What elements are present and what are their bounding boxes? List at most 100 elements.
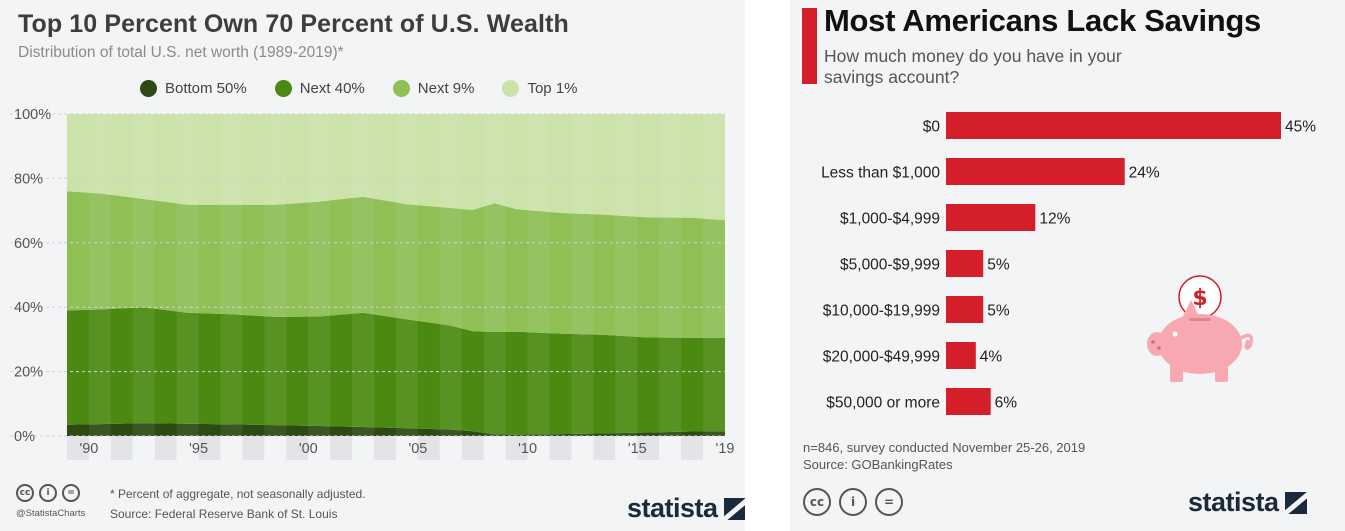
x-axis-band xyxy=(154,436,177,460)
statista-logo-text: statista xyxy=(1188,487,1279,517)
category-label: $1,000-$4,999 xyxy=(840,211,940,228)
savings-bar xyxy=(946,250,984,277)
x-axis-band xyxy=(461,436,484,460)
x-tick-label: '90 xyxy=(79,441,98,457)
attribution-icon: i xyxy=(39,484,57,502)
survey-note: n=846, survey conducted November 25-26, … xyxy=(803,440,1086,455)
attribution-icon: i xyxy=(839,488,867,516)
x-axis-band xyxy=(637,436,660,460)
legend-label: Next 9% xyxy=(417,80,475,97)
license-icons: cc i = xyxy=(803,488,903,516)
savings-bar-chart: $0 45% Less than $1,000 24% $1,000-$4,999 12%… xyxy=(821,112,1316,415)
cc-icon: cc xyxy=(16,484,34,502)
value-label: 5% xyxy=(987,303,1010,320)
x-axis-band xyxy=(264,436,287,460)
x-tick-label: '05 xyxy=(408,441,427,457)
chart-source: Source: GOBankingRates xyxy=(803,457,953,472)
legend-item-bottom-50: Bottom 50% xyxy=(140,80,247,97)
year-stripe xyxy=(352,114,375,436)
savings-chart-title: Most Americans Lack Savings xyxy=(824,3,1261,38)
year-stripe xyxy=(132,114,155,436)
legend-swatch xyxy=(274,80,292,97)
area-series-3 xyxy=(67,191,725,338)
no-derivatives-icon: = xyxy=(875,488,903,516)
x-axis-band xyxy=(132,436,155,460)
year-stripe xyxy=(483,114,506,436)
statista-logo: statista xyxy=(1188,487,1307,518)
x-axis-band xyxy=(571,436,594,460)
area-series-1 xyxy=(67,423,725,436)
category-label: $10,000-$19,999 xyxy=(823,303,940,320)
savings-bar xyxy=(946,158,1125,185)
legend-swatch xyxy=(502,80,520,97)
svg-text:$: $ xyxy=(1192,286,1207,311)
area-series-group xyxy=(67,114,725,436)
year-stripe xyxy=(571,114,594,436)
value-label: 24% xyxy=(1129,165,1160,182)
value-label: 6% xyxy=(995,395,1018,412)
x-axis-band xyxy=(330,436,353,460)
x-axis-band xyxy=(703,436,725,460)
savings-bar xyxy=(946,112,1281,139)
value-label: 4% xyxy=(980,349,1003,366)
savings-bar xyxy=(946,204,1036,231)
x-axis-band xyxy=(505,436,528,460)
y-tick-label: 0% xyxy=(14,429,35,445)
category-label: Less than $1,000 xyxy=(821,165,940,182)
title-accent-bar xyxy=(802,8,817,84)
year-stripe xyxy=(439,114,462,436)
year-stripe xyxy=(527,114,550,436)
value-label: 12% xyxy=(1039,211,1070,228)
x-axis-band xyxy=(176,436,199,460)
statista-logo-icon xyxy=(723,497,745,520)
category-label: $0 xyxy=(923,119,941,136)
legend-item-top-1: Top 1% xyxy=(502,80,578,97)
year-stripe xyxy=(176,114,199,436)
x-axis-band xyxy=(286,436,309,460)
x-axis-band xyxy=(439,436,462,460)
year-stripe xyxy=(659,114,682,436)
x-axis-band xyxy=(198,436,221,460)
year-stripe xyxy=(88,114,111,436)
wealth-chart-subtitle: Distribution of total U.S. net worth (19… xyxy=(18,44,344,61)
savings-bar xyxy=(946,388,991,415)
wealth-chart-title: Top 10 Percent Own 70 Percent of U.S. We… xyxy=(18,10,569,38)
y-tick-label: 20% xyxy=(14,365,43,381)
x-axis-band xyxy=(659,436,682,460)
category-label: $5,000-$9,999 xyxy=(840,257,940,274)
x-tick-label: '15 xyxy=(628,441,647,457)
year-stripe xyxy=(264,114,287,436)
x-axis-band xyxy=(220,436,243,460)
wealth-area-chart: 0% 20% 40% 60% 80% 100% '90 '95 '00 '05 '10 '15 '19 xyxy=(10,107,735,460)
y-tick-label: 60% xyxy=(14,236,43,252)
year-stripe xyxy=(396,114,418,436)
x-tick-label: '00 xyxy=(299,441,318,457)
statista-logo-icon xyxy=(1284,491,1307,514)
y-tick-label: 40% xyxy=(14,300,43,316)
area-series-2 xyxy=(67,307,725,435)
wealth-chart-panel: Top 10 Percent Own 70 Percent of U.S. We… xyxy=(0,0,745,531)
legend-item-next-9: Next 9% xyxy=(392,80,475,97)
x-axis-band xyxy=(396,436,418,460)
x-axis-band xyxy=(374,436,396,460)
x-axis-band xyxy=(88,436,111,460)
x-tick-label: '10 xyxy=(518,441,537,457)
wealth-legend: Bottom 50% Next 40% Next 9% Top 1% xyxy=(140,80,578,97)
year-stripes xyxy=(88,114,725,436)
piggy-bank-icon: $ xyxy=(1147,275,1254,382)
x-axis-band xyxy=(483,436,506,460)
x-tick-label: '19 xyxy=(716,441,735,457)
year-stripe xyxy=(220,114,243,436)
no-derivatives-icon: = xyxy=(62,484,80,502)
x-axis-band xyxy=(681,436,704,460)
value-label: 5% xyxy=(987,257,1010,274)
legend-label: Top 1% xyxy=(527,80,578,97)
legend-swatch xyxy=(392,80,410,97)
x-axis-band xyxy=(593,436,616,460)
statista-logo-text: statista xyxy=(627,493,718,523)
savings-bar xyxy=(946,342,976,369)
statista-logo: statista xyxy=(627,493,745,524)
chart-source: Source: Federal Reserve Bank of St. Loui… xyxy=(110,507,338,521)
value-label: 45% xyxy=(1285,119,1316,136)
x-axis-band xyxy=(352,436,375,460)
